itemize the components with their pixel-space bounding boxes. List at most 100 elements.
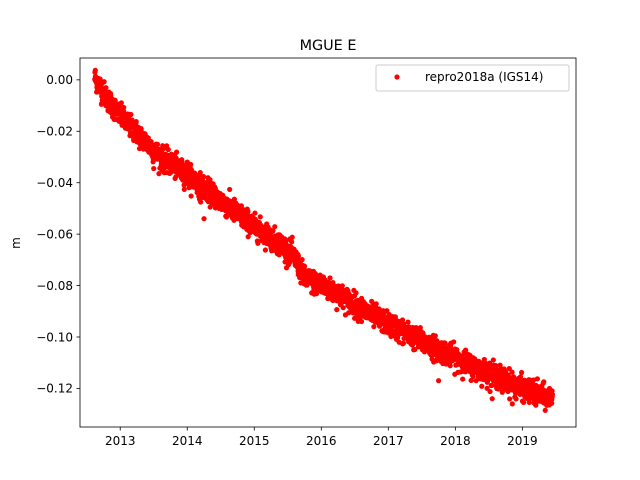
data-point (255, 240, 261, 246)
data-points (92, 67, 556, 413)
data-point (451, 339, 457, 345)
data-point (460, 376, 466, 382)
data-point (542, 407, 548, 413)
data-point (289, 234, 295, 240)
data-point (334, 307, 340, 313)
data-point (487, 388, 493, 395)
legend-marker (394, 74, 400, 80)
data-point (173, 149, 180, 155)
data-point (223, 214, 230, 220)
data-point (200, 174, 207, 180)
data-point (479, 383, 485, 389)
x-tick-label: 2019 (507, 434, 538, 448)
data-point (184, 159, 190, 165)
legend-label: repro2018a (IGS14) (425, 70, 543, 84)
data-point (506, 365, 512, 372)
data-point (417, 324, 423, 331)
data-point (289, 239, 295, 245)
data-point (499, 389, 505, 395)
data-point (447, 363, 453, 369)
data-point (154, 141, 161, 147)
data-point (435, 378, 442, 384)
data-point (128, 111, 134, 118)
data-point (442, 340, 448, 346)
data-point (481, 356, 487, 363)
x-tick-label: 2015 (239, 434, 270, 448)
data-point (358, 318, 365, 325)
data-point (549, 391, 556, 397)
data-point (405, 319, 411, 325)
data-point (227, 186, 233, 193)
data-point (330, 279, 336, 286)
data-point (488, 382, 495, 388)
data-point (295, 253, 302, 259)
data-point (181, 186, 187, 192)
data-point (299, 257, 305, 263)
data-point (518, 369, 525, 376)
y-tick-label: −0.10 (36, 330, 73, 344)
data-point (326, 279, 332, 285)
data-point (521, 399, 527, 405)
y-tick-label: −0.04 (36, 176, 73, 190)
data-point (513, 396, 519, 402)
data-point (179, 158, 185, 165)
data-point (534, 376, 540, 382)
data-point (509, 401, 515, 407)
data-point (151, 165, 157, 172)
x-tick-label: 2017 (373, 434, 404, 448)
data-point (526, 399, 532, 405)
data-point (412, 346, 418, 353)
data-point (209, 201, 215, 207)
data-point (468, 377, 474, 384)
data-point (301, 263, 308, 269)
data-point (517, 374, 524, 380)
data-point (198, 199, 204, 205)
data-point (432, 333, 438, 339)
data-point (245, 208, 251, 215)
legend-box (375, 64, 570, 92)
data-point (339, 283, 345, 289)
data-point (133, 118, 139, 125)
data-point (262, 247, 269, 253)
x-tick-label: 2013 (105, 434, 136, 448)
data-point (373, 301, 379, 307)
data-point (136, 145, 143, 152)
data-point (507, 396, 513, 402)
data-point (489, 396, 495, 402)
plot-frame (79, 57, 577, 428)
data-point (340, 305, 346, 311)
x-tick-label: 2018 (440, 434, 471, 448)
data-point (98, 101, 105, 107)
data-point (541, 379, 547, 385)
data-point (314, 291, 320, 297)
y-axis-label: m (9, 237, 23, 249)
data-point (201, 216, 207, 222)
data-point (121, 104, 127, 111)
y-tick-label: −0.08 (36, 279, 73, 293)
data-point (92, 67, 98, 73)
data-point (145, 135, 151, 141)
data-point (384, 308, 390, 314)
data-point (371, 324, 377, 330)
data-point (252, 210, 258, 216)
data-point (399, 317, 406, 323)
data-point (103, 85, 109, 91)
x-tick-label: 2014 (172, 434, 203, 448)
legend: repro2018a (IGS14) (375, 64, 570, 92)
data-point (165, 146, 171, 153)
data-point (549, 400, 555, 406)
data-point (400, 340, 407, 346)
x-axis: 2013 2014 2015 2016 2017 2018 2019 (105, 427, 538, 448)
data-point (533, 402, 539, 408)
data-point (272, 224, 278, 230)
x-tick-label: 2016 (306, 434, 337, 448)
data-point (156, 171, 162, 177)
y-axis: 0.00 −0.02 −0.04 −0.06 −0.08 −0.10 −0.12 (36, 73, 80, 396)
chart-title: MGUE E (300, 38, 357, 54)
data-point (470, 373, 476, 379)
data-point (353, 290, 359, 296)
data-point (101, 79, 107, 85)
data-point (270, 228, 276, 234)
data-point (285, 259, 291, 266)
